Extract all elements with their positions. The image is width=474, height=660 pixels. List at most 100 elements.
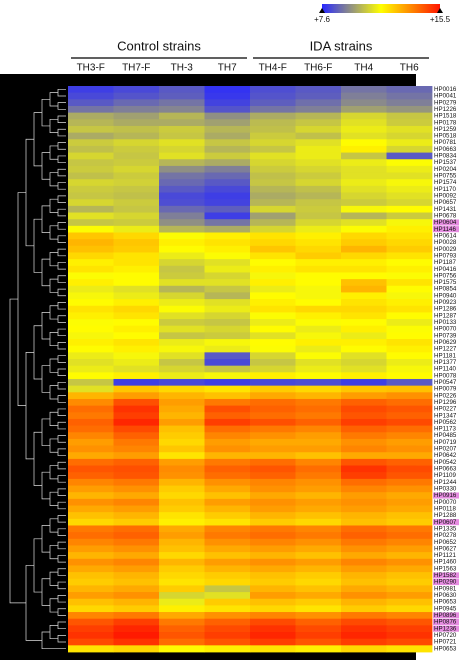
- heatmap-cell: [295, 452, 342, 460]
- heatmap-cell: [204, 578, 251, 586]
- heatmap-cell: [159, 572, 205, 580]
- heatmap-cell: [68, 372, 114, 380]
- heatmap-cell: [250, 445, 296, 453]
- heatmap-cell: [68, 352, 114, 360]
- heatmap-cell: [68, 152, 114, 160]
- heatmap-cell: [386, 332, 433, 340]
- heatmap-cell: [341, 412, 387, 420]
- heatmap-cell: [204, 412, 251, 420]
- heatmap-cell: [386, 505, 433, 513]
- heatmap-cell: [295, 352, 342, 360]
- heatmap-cell: [341, 365, 387, 373]
- row-label: HP0756: [434, 272, 457, 279]
- heatmap-cell: [341, 632, 387, 640]
- heatmap-cell: [250, 259, 296, 267]
- heatmap-cell: [204, 472, 251, 480]
- heatmap-cell: [68, 638, 114, 646]
- heatmap-cell: [250, 219, 296, 227]
- heatmap-cell: [341, 378, 387, 387]
- row-label: HP1227: [434, 346, 457, 353]
- heatmap-cell: [68, 319, 114, 327]
- heatmap-cell: [386, 525, 433, 533]
- heatmap-cell: [295, 285, 342, 293]
- heatmap-cell: [68, 585, 114, 593]
- row-label: HP1335: [434, 525, 457, 532]
- heatmap-cell: [204, 478, 251, 486]
- row-label: HP0226: [434, 392, 457, 399]
- row-label: HP0178: [434, 119, 457, 126]
- row-label: HP0330: [434, 485, 457, 492]
- heatmap-cell: [250, 159, 296, 167]
- heatmap-cell: [113, 625, 160, 633]
- heatmap-cell: [113, 119, 160, 127]
- heatmap-cell: [159, 398, 205, 407]
- row-label: HP1431: [434, 206, 457, 213]
- heatmap-cell: [159, 252, 205, 260]
- heatmap-cell: [159, 92, 205, 100]
- heatmap-cell: [295, 139, 342, 147]
- heatmap-cell: [341, 205, 387, 213]
- heatmap-cell: [386, 485, 433, 493]
- heatmap-cell: [113, 645, 160, 653]
- heatmap-cell: [250, 285, 296, 293]
- heatmap-cell: [250, 525, 296, 533]
- heatmap-cell: [113, 538, 160, 546]
- heatmap-cell: [341, 465, 387, 473]
- heatmap-cell: [68, 478, 114, 486]
- heatmap-cell: [159, 239, 205, 247]
- heatmap-cell: [68, 465, 114, 473]
- heatmap-cell: [68, 432, 114, 440]
- heatmap-cell: [113, 598, 160, 606]
- row-label: HP1574: [434, 179, 457, 186]
- heatmap-cell: [386, 325, 433, 333]
- heatmap-cell: [386, 239, 433, 247]
- heatmap-cell: [68, 105, 114, 114]
- heatmap-cell: [159, 205, 205, 213]
- heatmap-cell: [68, 512, 114, 520]
- heatmap-cell: [295, 498, 342, 506]
- heatmap-cell: [295, 299, 342, 307]
- heatmap-cell: [204, 385, 251, 393]
- heatmap-cell: [341, 532, 387, 540]
- heatmap-cell: [113, 638, 160, 646]
- row-label: HP0653: [434, 599, 457, 606]
- heatmap-cell: [386, 265, 433, 273]
- heatmap-cell: [295, 532, 342, 540]
- row-label: HP1288: [434, 512, 457, 519]
- heatmap-cell: [68, 272, 114, 280]
- heatmap-cell: [113, 472, 160, 480]
- heatmap-cell: [386, 585, 433, 593]
- heatmap-cell: [250, 86, 296, 94]
- heatmap-cell: [204, 205, 251, 213]
- row-highlight: [433, 219, 459, 226]
- heatmap-cell: [204, 398, 251, 407]
- heatmap-cell: [341, 185, 387, 193]
- heatmap-cell: [159, 452, 205, 460]
- heatmap-cell: [159, 458, 205, 466]
- row-label: HP0896: [434, 612, 457, 619]
- row-label: HP1109: [434, 472, 456, 479]
- heatmap-cell: [113, 212, 160, 220]
- heatmap-cell: [295, 119, 342, 127]
- heatmap-cell: [204, 592, 251, 600]
- heatmap-cell: [68, 265, 114, 273]
- heatmap-cell: [295, 432, 342, 440]
- row-label: HP1582: [434, 572, 457, 579]
- row-label: HP1140: [434, 366, 456, 373]
- heatmap-cell: [341, 332, 387, 340]
- heatmap-cell: [341, 432, 387, 440]
- heatmap-cell: [295, 518, 342, 526]
- heatmap-cell: [341, 505, 387, 513]
- heatmap-cell: [113, 199, 160, 207]
- heatmap-cell: [295, 598, 342, 606]
- row-highlight: [433, 619, 459, 626]
- heatmap-cell: [386, 372, 433, 380]
- heatmap-cell: [386, 132, 433, 140]
- heatmap-cell: [113, 458, 160, 466]
- heatmap-cell: [341, 392, 387, 400]
- heatmap-cell: [113, 192, 160, 200]
- heatmap-cell: [250, 638, 296, 646]
- heatmap-cell: [159, 405, 205, 413]
- heatmap-cell: [113, 532, 160, 540]
- heatmap-cell: [386, 225, 433, 233]
